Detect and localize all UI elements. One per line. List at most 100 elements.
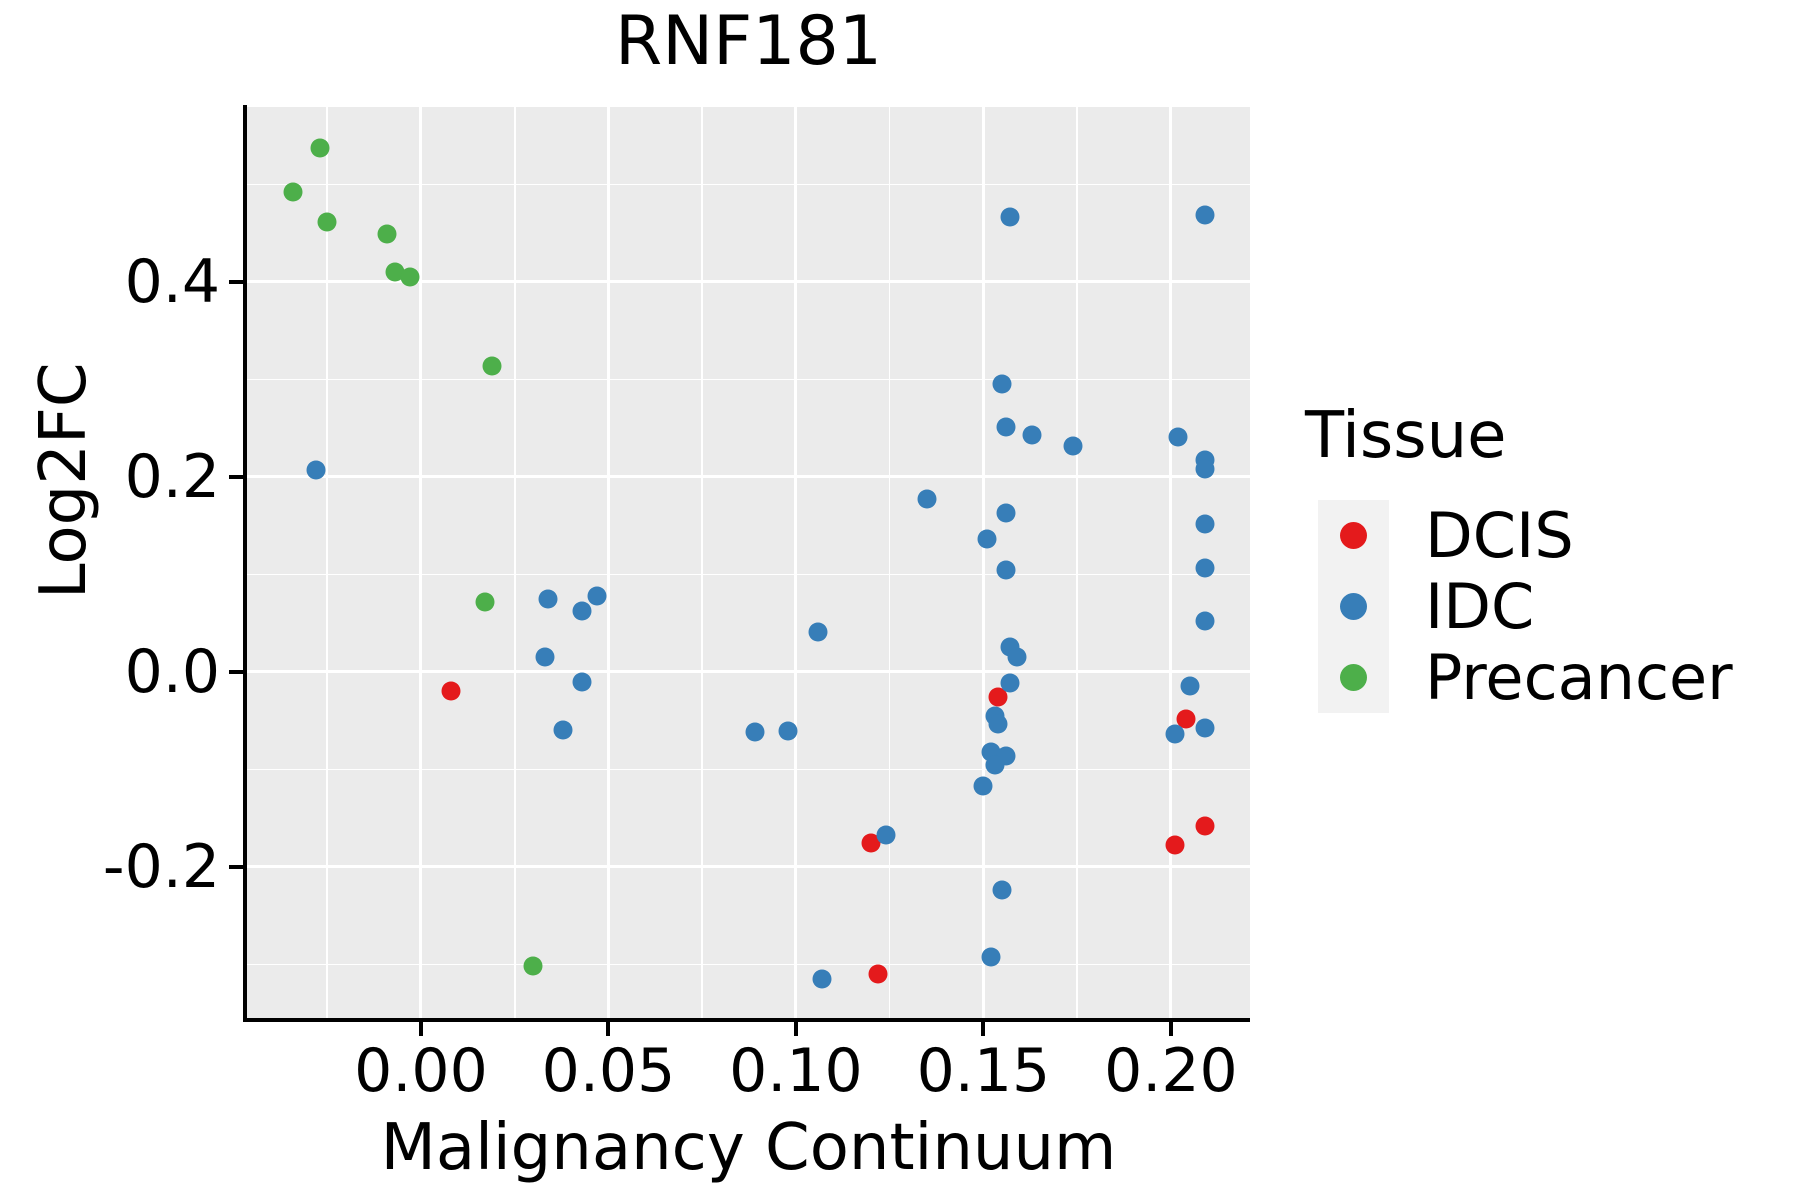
plot-title: RNF181 bbox=[614, 2, 883, 81]
data-point-dcis bbox=[868, 964, 888, 984]
data-point-idc bbox=[973, 776, 993, 796]
data-point-precancer bbox=[482, 356, 502, 376]
x-tick bbox=[981, 1022, 986, 1036]
data-point-idc bbox=[587, 586, 607, 606]
data-point-idc bbox=[553, 720, 573, 740]
legend-item-label: DCIS bbox=[1425, 499, 1574, 572]
data-point-dcis bbox=[1176, 709, 1196, 729]
data-point-precancer bbox=[317, 212, 337, 232]
legend-item-precancer: Precancer bbox=[1305, 642, 1733, 713]
data-point-precancer bbox=[523, 956, 543, 976]
data-point-dcis bbox=[1195, 816, 1215, 836]
x-tick-label: 0.05 bbox=[541, 1036, 676, 1106]
y-major-gridline bbox=[247, 670, 1250, 674]
data-point-idc bbox=[812, 969, 832, 989]
legend-items: DCIS IDC Precancer bbox=[1305, 500, 1733, 713]
data-point-idc bbox=[1168, 427, 1188, 447]
legend-item-label: IDC bbox=[1425, 570, 1535, 643]
x-major-gridline bbox=[981, 107, 985, 1020]
data-point-idc bbox=[572, 601, 592, 621]
x-tick bbox=[606, 1022, 611, 1036]
x-axis-line bbox=[243, 1018, 1250, 1022]
data-point-idc bbox=[996, 503, 1016, 523]
data-point-idc bbox=[306, 460, 326, 480]
x-minor-gridline bbox=[888, 107, 891, 1020]
data-point-precancer bbox=[283, 182, 303, 202]
data-point-idc bbox=[1195, 205, 1215, 225]
data-point-idc bbox=[917, 489, 937, 509]
legend-dot-idc bbox=[1340, 593, 1367, 620]
y-minor-gridline bbox=[247, 963, 1250, 966]
x-major-gridline bbox=[1169, 107, 1173, 1020]
y-minor-gridline bbox=[247, 768, 1250, 771]
data-point-idc bbox=[1180, 676, 1200, 696]
data-point-idc bbox=[1195, 611, 1215, 631]
y-tick bbox=[229, 864, 243, 869]
data-point-idc bbox=[1165, 724, 1185, 744]
y-major-gridline bbox=[247, 865, 1250, 869]
x-tick-label: 0.10 bbox=[729, 1036, 863, 1106]
legend: Tissue DCIS IDC Precancer bbox=[1305, 400, 1733, 713]
y-axis-title: Log2FC bbox=[27, 362, 101, 599]
x-tick-label: 0.00 bbox=[354, 1036, 488, 1106]
data-point-idc bbox=[996, 417, 1016, 437]
y-minor-gridline bbox=[247, 573, 1250, 576]
data-point-idc bbox=[985, 755, 1005, 775]
y-tick-label: 0.0 bbox=[124, 636, 220, 707]
x-tick bbox=[793, 1022, 798, 1036]
x-axis-title: Malignancy Continuum bbox=[380, 1111, 1117, 1185]
data-point-idc bbox=[535, 647, 555, 667]
data-point-idc bbox=[572, 672, 592, 692]
data-point-idc bbox=[1022, 425, 1042, 445]
legend-key bbox=[1318, 642, 1389, 713]
x-major-gridline bbox=[606, 107, 610, 1020]
data-point-idc bbox=[745, 722, 765, 742]
y-minor-gridline bbox=[247, 378, 1250, 381]
y-tick bbox=[229, 669, 243, 674]
data-point-idc bbox=[1195, 459, 1215, 479]
data-point-precancer bbox=[377, 224, 397, 244]
data-point-idc bbox=[1195, 558, 1215, 578]
data-point-idc bbox=[1063, 436, 1083, 456]
x-minor-gridline bbox=[326, 107, 329, 1020]
data-point-idc bbox=[538, 589, 558, 609]
data-point-precancer bbox=[475, 592, 495, 612]
x-major-gridline bbox=[419, 107, 423, 1020]
data-point-dcis bbox=[1165, 835, 1185, 855]
x-minor-gridline bbox=[1076, 107, 1078, 1020]
data-point-idc bbox=[981, 947, 1001, 967]
legend-dot-dcis bbox=[1340, 522, 1367, 549]
data-point-idc bbox=[1000, 207, 1020, 227]
data-point-idc bbox=[977, 529, 997, 549]
legend-item-label: Precancer bbox=[1425, 641, 1733, 714]
legend-item-idc: IDC bbox=[1305, 571, 1733, 642]
data-point-precancer bbox=[310, 138, 330, 158]
y-tick-label: 0.4 bbox=[124, 246, 220, 317]
y-tick-label: -0.2 bbox=[102, 831, 220, 902]
y-major-gridline bbox=[247, 280, 1250, 284]
data-point-idc bbox=[808, 622, 828, 642]
legend-title: Tissue bbox=[1305, 399, 1507, 473]
data-point-idc bbox=[992, 880, 1012, 900]
data-point-idc bbox=[778, 721, 798, 741]
y-tick bbox=[229, 474, 243, 479]
data-point-precancer bbox=[385, 262, 405, 282]
y-tick bbox=[229, 279, 243, 284]
data-point-idc bbox=[988, 714, 1008, 734]
legend-key bbox=[1318, 500, 1389, 571]
y-tick-label: 0.2 bbox=[124, 441, 220, 512]
y-axis-line bbox=[243, 105, 247, 1022]
data-point-dcis bbox=[988, 687, 1008, 707]
data-point-idc bbox=[1007, 647, 1027, 667]
legend-item-dcis: DCIS bbox=[1305, 500, 1733, 571]
x-tick-label: 0.15 bbox=[916, 1036, 1051, 1106]
x-major-gridline bbox=[794, 107, 798, 1020]
x-minor-gridline bbox=[513, 107, 516, 1020]
data-point-idc bbox=[876, 825, 896, 845]
legend-key bbox=[1318, 571, 1389, 642]
x-minor-gridline bbox=[701, 107, 703, 1020]
data-point-idc bbox=[996, 560, 1016, 580]
data-point-dcis bbox=[861, 833, 881, 853]
data-point-precancer bbox=[400, 267, 420, 287]
